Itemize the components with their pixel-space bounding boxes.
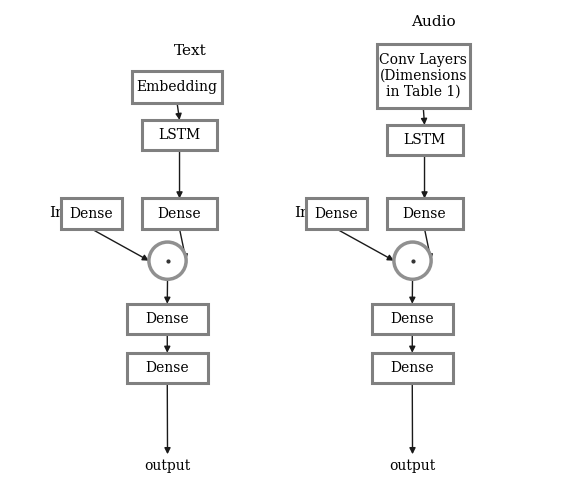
Text: LSTM: LSTM <box>158 128 201 142</box>
Text: Dense: Dense <box>146 361 189 375</box>
Bar <box>386 125 463 155</box>
Bar <box>132 71 222 103</box>
Text: Audio: Audio <box>411 15 455 29</box>
Bar <box>141 120 218 150</box>
Bar <box>386 198 463 229</box>
Bar <box>141 198 218 229</box>
Text: Dense: Dense <box>158 207 201 220</box>
Bar <box>306 198 367 229</box>
Bar <box>61 198 122 229</box>
Bar <box>127 304 208 334</box>
Circle shape <box>394 242 431 279</box>
Circle shape <box>149 242 186 279</box>
Text: Dense: Dense <box>391 312 434 326</box>
Text: output: output <box>144 460 191 473</box>
Text: Dense: Dense <box>314 207 358 220</box>
Text: output: output <box>389 460 436 473</box>
Bar <box>372 353 453 383</box>
Text: Embedding: Embedding <box>137 80 218 94</box>
Text: Text: Text <box>174 45 207 58</box>
Text: Dense: Dense <box>403 207 446 220</box>
Text: Image: Image <box>294 206 342 220</box>
Text: Dense: Dense <box>69 207 113 220</box>
Bar <box>372 304 453 334</box>
Text: LSTM: LSTM <box>403 133 446 147</box>
Bar <box>127 353 208 383</box>
Text: Conv Layers
(Dimensions
in Table 1): Conv Layers (Dimensions in Table 1) <box>379 53 467 99</box>
Text: Dense: Dense <box>146 312 189 326</box>
Text: Image: Image <box>49 206 97 220</box>
Text: Dense: Dense <box>391 361 434 375</box>
Bar <box>377 44 470 108</box>
